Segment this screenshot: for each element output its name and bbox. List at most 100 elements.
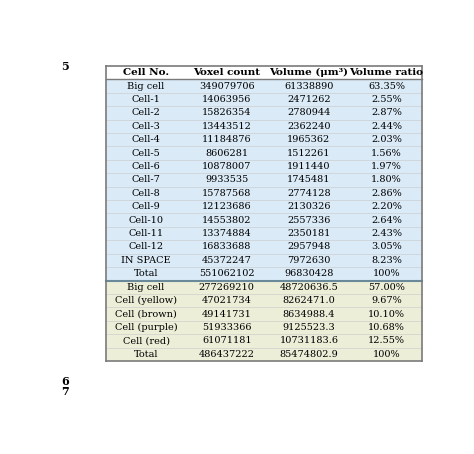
Text: Cell-6: Cell-6 [132,162,160,171]
Bar [267,347,351,361]
Bar [106,147,186,160]
Text: 3.05%: 3.05% [371,242,402,252]
Text: 45372247: 45372247 [202,256,252,265]
Bar [267,334,351,347]
Bar [186,106,267,120]
Text: 486437222: 486437222 [199,350,255,359]
Text: 9.67%: 9.67% [371,296,402,305]
Bar [106,307,186,321]
Text: 15787568: 15787568 [202,189,251,198]
Bar [267,281,351,294]
Bar [186,147,267,160]
Bar [186,66,267,79]
Text: 2774128: 2774128 [287,189,331,198]
Text: Big cell: Big cell [128,283,164,292]
Bar [106,106,186,120]
Text: 10878007: 10878007 [202,162,251,171]
Bar [267,133,351,147]
Text: Total: Total [134,350,158,359]
Text: 10.10%: 10.10% [368,310,405,319]
Bar [351,66,422,79]
Text: 15826354: 15826354 [202,109,251,118]
Bar [106,200,186,213]
Bar [106,133,186,147]
Bar [186,200,267,213]
Text: 2.43%: 2.43% [371,229,402,238]
Text: Cell (yellow): Cell (yellow) [115,296,177,305]
Bar [267,66,351,79]
Text: 13443512: 13443512 [202,122,252,131]
Bar [267,79,351,93]
Bar [106,294,186,307]
Bar [351,79,422,93]
Bar [106,334,186,347]
Text: 12.55%: 12.55% [368,336,405,345]
Text: 277269210: 277269210 [199,283,255,292]
Bar [267,213,351,227]
Bar [186,307,267,321]
Text: 1745481: 1745481 [287,176,331,184]
Bar [186,254,267,267]
Bar [351,160,422,173]
Text: 100%: 100% [373,269,400,278]
Bar [106,120,186,133]
Bar [351,240,422,254]
Text: 57.00%: 57.00% [368,283,405,292]
Text: 2.64%: 2.64% [371,216,402,225]
Bar [351,93,422,106]
Text: 96830428: 96830428 [284,269,334,278]
Bar [351,254,422,267]
Bar [267,307,351,321]
Bar [186,187,267,200]
Text: 2.44%: 2.44% [371,122,402,131]
Text: 100%: 100% [373,350,400,359]
Text: 11184876: 11184876 [202,135,252,144]
Text: 8.23%: 8.23% [371,256,402,265]
Bar [267,187,351,200]
Text: 49141731: 49141731 [202,310,252,319]
Text: 1512261: 1512261 [287,148,331,158]
Text: Total: Total [134,269,158,278]
Text: 2.20%: 2.20% [371,202,402,211]
Text: Cell-1: Cell-1 [132,95,161,104]
Text: 2130326: 2130326 [287,202,331,211]
Text: 5: 5 [62,61,69,72]
Text: Volume (μm³): Volume (μm³) [269,68,348,77]
Text: 2.55%: 2.55% [371,95,402,104]
Bar [267,120,351,133]
Bar [351,187,422,200]
Bar [351,334,422,347]
Text: Cell-8: Cell-8 [132,189,160,198]
Bar [351,281,422,294]
Text: 2.03%: 2.03% [371,135,402,144]
Text: Cell-3: Cell-3 [132,122,161,131]
Bar [106,267,186,281]
Text: Cell-2: Cell-2 [132,109,161,118]
Bar [351,213,422,227]
Text: IN SPACE: IN SPACE [121,256,171,265]
Text: 551062102: 551062102 [199,269,255,278]
Bar [267,147,351,160]
Bar [351,267,422,281]
Bar [267,200,351,213]
Bar [106,93,186,106]
Text: 8262471.0: 8262471.0 [283,296,335,305]
Text: 1.97%: 1.97% [371,162,402,171]
Bar [106,240,186,254]
Bar [186,213,267,227]
Text: 63.35%: 63.35% [368,82,405,91]
Text: 9125523.3: 9125523.3 [283,323,335,332]
Text: 9933535: 9933535 [205,176,248,184]
Text: 6: 6 [62,376,69,387]
Text: Cell-12: Cell-12 [128,242,164,252]
Bar [106,173,186,187]
Bar [186,294,267,307]
Text: Cell-11: Cell-11 [128,229,164,238]
Bar [351,106,422,120]
Bar [186,267,267,281]
Bar [186,79,267,93]
Bar [106,347,186,361]
Bar [351,173,422,187]
Text: 47021734: 47021734 [202,296,252,305]
Text: Cell (red): Cell (red) [123,336,170,345]
